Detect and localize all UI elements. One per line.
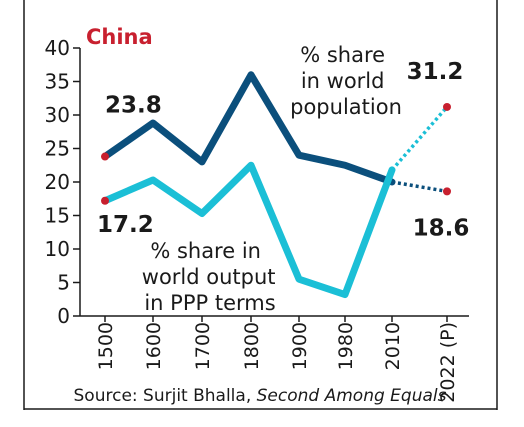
marker-layer: [101, 102, 451, 205]
x-ticks: 1500 1600 1700 1800 1900 1980 2010 2022 (P): [95, 316, 459, 403]
y-tick-label-30: 30: [45, 103, 70, 127]
x-tick-label-1800: 1800: [241, 322, 263, 370]
data-label-31-2: 31.2: [407, 59, 464, 85]
series-projection-output: [390, 105, 449, 172]
chart-title: China: [86, 25, 153, 49]
series-label-population-line-3: population: [290, 95, 402, 119]
series-label-output: % share in world output in PPP terms: [142, 239, 282, 315]
x-tick-label-1980: 1980: [335, 322, 357, 370]
x-tick-label-2022-P: 2022 (P): [437, 322, 459, 403]
series-line-population: [101, 71, 396, 186]
marker-23-8: [101, 152, 109, 161]
y-tick-label-20: 20: [45, 170, 70, 194]
annotation-layer: 23.8 17.2 31.2 18.6: [97, 59, 469, 241]
y-ticks: 0 5 10 15 20 25 30 35 40: [45, 36, 80, 328]
x-tick-label-1900: 1900: [289, 322, 311, 370]
data-label-18-6: 18.6: [413, 215, 470, 241]
x-tick-label-1500: 1500: [95, 322, 117, 370]
y-tick-label-25: 25: [45, 137, 70, 161]
series-label-output-line-2: world output: [142, 265, 276, 289]
data-label-23-8: 23.8: [105, 93, 162, 119]
series-label-population-line-1: % share: [300, 43, 385, 67]
y-tick-label-10: 10: [45, 237, 70, 261]
data-label-17-2: 17.2: [97, 212, 154, 238]
y-tick-label-0: 0: [57, 304, 70, 328]
source-prefix: Source: Surjit Bhalla,: [74, 386, 257, 406]
series-projection-population: [391, 180, 448, 194]
series-label-population: % share in world population: [290, 43, 402, 119]
y-tick-label-5: 5: [57, 271, 70, 295]
marker-17-2: [101, 196, 109, 205]
x-tick-label-2010: 2010: [382, 322, 404, 370]
series-line-output: [101, 161, 396, 299]
x-tick-label-1700: 1700: [192, 322, 214, 370]
x-tick-label-1600: 1600: [143, 322, 165, 370]
series-layer: [101, 71, 449, 299]
series-label-population-line-2: in world: [301, 69, 385, 93]
source-note: Source: Surjit Bhalla, Second Among Equa…: [74, 386, 447, 406]
marker-18-6: [443, 187, 451, 196]
series-label-output-line-1: % share in: [150, 239, 261, 263]
y-tick-label-15: 15: [45, 204, 70, 228]
y-tick-label-35: 35: [45, 70, 70, 94]
y-tick-label-40: 40: [45, 36, 70, 60]
series-label-output-line-3: in PPP terms: [144, 291, 275, 315]
marker-31-2: [443, 102, 451, 111]
source-title: Second Among Equals: [257, 386, 447, 406]
